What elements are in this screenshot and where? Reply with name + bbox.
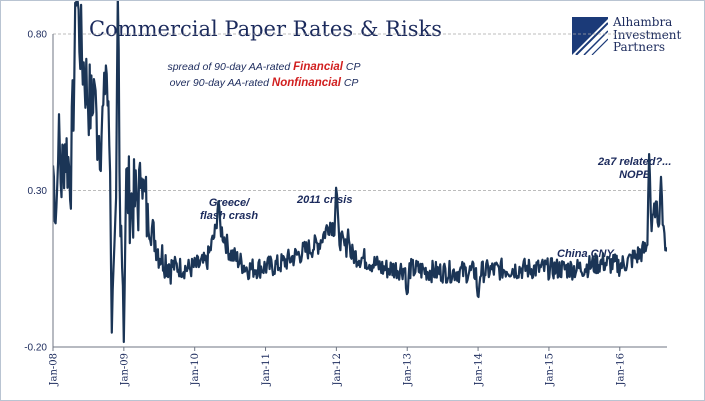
- annotation-2a7: 2a7 related?... NOPE: [598, 156, 671, 182]
- y-tick-label: 0.30: [28, 186, 48, 197]
- subtitle-text: spread of 90-day AA-rated: [167, 61, 294, 73]
- alhambra-logo: Alhambra Investment Partners: [572, 16, 700, 57]
- subtitle-highlight-financial: Financial: [293, 61, 344, 73]
- x-tick-label: Jan-11: [261, 353, 272, 387]
- subtitle-text: CP: [343, 61, 361, 73]
- annotation-2011-crisis: 2011 crisis: [297, 194, 352, 207]
- subtitle-highlight-nonfinancial: Nonfinancial: [271, 77, 341, 89]
- annotation-line: 2a7 related?...: [598, 156, 672, 168]
- logo-line-3: Partners: [613, 40, 665, 54]
- x-tick-label: Jan-08: [49, 353, 60, 387]
- chart-subtitle: spread of 90-day AA-rated Financial CP o…: [159, 59, 369, 91]
- x-tick-label: Jan-14: [474, 353, 485, 387]
- logo-mark-icon: [572, 17, 608, 55]
- subtitle-text: CP: [340, 77, 359, 89]
- logo-line-2: Investment: [613, 27, 682, 42]
- annotation-line: China CNY: [557, 248, 614, 260]
- logo-line-1: Alhambra: [613, 15, 673, 29]
- subtitle-text: over 90-day AA-rated: [169, 77, 272, 89]
- chart-title: Commercial Paper Rates & Risks: [89, 17, 442, 41]
- logo-text: Alhambra Investment Partners: [613, 16, 681, 54]
- series-line: [53, 1, 667, 344]
- subtitle-line-1: spread of 90-day AA-rated Financial CP: [159, 59, 369, 75]
- x-tick-label: Jan-09: [119, 353, 130, 387]
- x-tick-label: Jan-13: [403, 353, 414, 387]
- annotation-china-cny: China CNY: [557, 248, 614, 261]
- annotation-line: NOPE: [619, 169, 651, 181]
- annotation-line: flash crash: [200, 210, 259, 222]
- y-tick-label: 0.80: [28, 30, 48, 41]
- annotation-line: 2011 crisis: [297, 194, 353, 206]
- y-tick-label: -0.20: [24, 343, 47, 354]
- x-tick-label: Jan-15: [544, 353, 555, 387]
- subtitle-line-2: over 90-day AA-rated Nonfinancial CP: [159, 75, 369, 91]
- x-tick-label: Jan-12: [332, 353, 343, 387]
- x-tick-label: Jan-16: [615, 353, 626, 387]
- x-tick-label: Jan-10: [190, 353, 201, 387]
